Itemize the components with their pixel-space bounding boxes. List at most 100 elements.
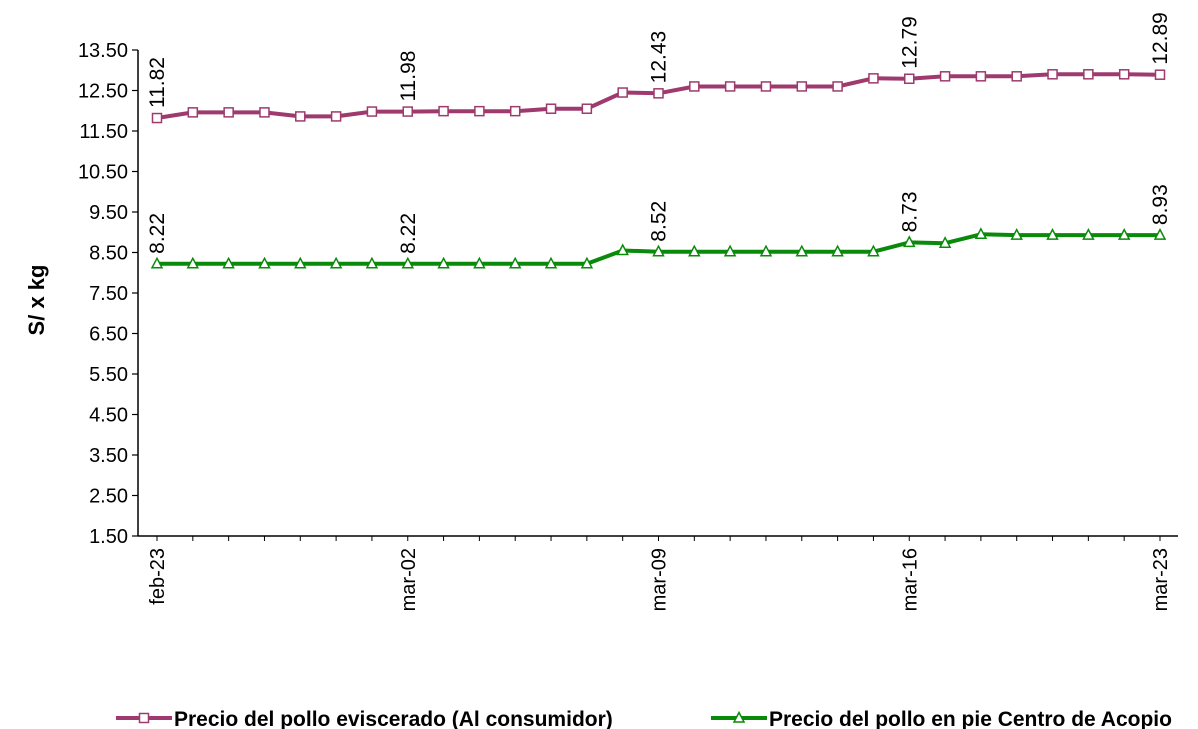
- y-tick-label: 10.50: [78, 162, 128, 184]
- data-point: [544, 256, 558, 269]
- data-point: [832, 81, 843, 92]
- data-point: [186, 256, 200, 269]
- data-point: [1082, 227, 1095, 240]
- data-point: [1118, 69, 1130, 80]
- data-point: [1047, 69, 1058, 80]
- x-tick-label: mar-02: [398, 548, 420, 611]
- data-point: [437, 256, 450, 269]
- data-label: 8.73: [898, 192, 921, 233]
- data-point: [509, 105, 521, 117]
- y-tick-label: 3.50: [89, 445, 128, 467]
- axes: [137, 50, 1178, 537]
- data-point: [617, 87, 628, 98]
- data-label: 8.22: [397, 213, 420, 254]
- legend-item-2: Precio del pollo en pie Centro de Acopio: [711, 708, 1172, 729]
- data-point: [402, 106, 413, 117]
- data-point: [187, 107, 199, 118]
- data-label: 11.82: [146, 57, 169, 108]
- data-point: [295, 111, 306, 122]
- data-point: [508, 256, 522, 269]
- data-point: [1011, 71, 1022, 82]
- y-tick-label: 9.50: [89, 202, 128, 224]
- data-point: [473, 256, 486, 269]
- data-point: [652, 244, 665, 257]
- data-label: 12.89: [1149, 12, 1172, 65]
- data-point: [974, 227, 988, 240]
- data-point: [1154, 69, 1166, 80]
- x-axis-ticks: feb-23 mar-02 mar-09 mar-16 mar-23: [147, 536, 1172, 611]
- y-tick-label: 11.50: [79, 121, 128, 143]
- data-point: [759, 244, 773, 257]
- data-point: [401, 256, 415, 269]
- legend-label: Precio del pollo en pie Centro de Acopio: [769, 708, 1172, 729]
- data-point: [795, 244, 809, 257]
- y-tick-label: 4.50: [89, 405, 128, 427]
- data-point: [366, 106, 378, 117]
- y-tick-label: 1.50: [89, 526, 128, 548]
- data-point: [222, 256, 235, 269]
- data-point: [545, 103, 557, 114]
- y-tick-label: 6.50: [89, 324, 128, 346]
- data-point: [580, 256, 594, 269]
- data-point: [259, 107, 270, 118]
- y-tick-label: 8.50: [89, 243, 128, 265]
- data-point: [724, 81, 736, 92]
- data-point: [723, 244, 737, 257]
- data-point: [1010, 227, 1023, 240]
- data-point: [903, 235, 916, 248]
- data-point: [151, 112, 163, 124]
- legend-marker: [138, 712, 150, 724]
- y-tick-label: 7.50: [89, 283, 128, 305]
- data-point: [329, 256, 343, 269]
- x-tick-label: mar-23: [1150, 548, 1172, 611]
- data-point: [867, 244, 880, 257]
- data-point: [689, 81, 700, 92]
- data-point: [831, 244, 844, 257]
- x-tick-label: mar-09: [649, 548, 671, 611]
- data-point: [653, 88, 664, 99]
- data-point: [796, 81, 808, 92]
- legend-marker: [732, 710, 746, 723]
- data-point: [1046, 227, 1059, 240]
- data-point: [474, 105, 485, 117]
- data-point: [616, 243, 629, 256]
- x-tick-label: feb-23: [147, 548, 169, 605]
- data-point: [294, 256, 307, 269]
- data-point: [975, 71, 987, 82]
- data-point: [688, 244, 701, 257]
- y-axis-ticks: 1.50 2.50 3.50 4.50 5.50 6.50 7.50 8.50 9.50 10.5…: [78, 40, 138, 548]
- data-point: [939, 71, 951, 82]
- data-label: 12.43: [648, 31, 671, 84]
- data-point: [223, 107, 234, 118]
- data-point: [330, 111, 342, 122]
- data-point: [1153, 227, 1167, 240]
- data-point: [760, 81, 772, 92]
- data-label: 8.22: [146, 213, 169, 254]
- series-1: [151, 69, 1166, 124]
- data-point: [438, 105, 449, 117]
- data-label: 8.93: [1149, 184, 1172, 225]
- y-tick-label: 5.50: [89, 364, 128, 386]
- series-2: [150, 227, 1167, 269]
- legend-item-1: Precio del pollo eviscerado (Al consumid…: [116, 708, 613, 729]
- data-point: [1117, 227, 1131, 240]
- data-label: 8.52: [648, 201, 671, 242]
- y-tick-label: 13.50: [78, 40, 128, 62]
- y-tick-label: 2.50: [89, 486, 128, 508]
- data-point: [904, 73, 915, 85]
- legend: Precio del pollo eviscerado (Al consumid…: [116, 708, 1172, 729]
- data-point: [581, 103, 593, 114]
- series-layer: [150, 69, 1167, 269]
- data-label: 11.98: [397, 51, 420, 102]
- legend-label: Precio del pollo eviscerado (Al consumid…: [174, 708, 613, 729]
- data-point: [938, 236, 952, 248]
- data-point: [868, 73, 879, 84]
- y-tick-label: 12.50: [78, 81, 128, 103]
- x-tick-label: mar-16: [899, 548, 921, 611]
- data-point: [1083, 69, 1094, 80]
- data-label: 12.79: [898, 16, 921, 69]
- data-point: [365, 256, 379, 269]
- data-labels: 11.82 11.98 12.43 12.79 12.89 8.22 8.22 8.52 8.7…: [146, 12, 1172, 254]
- y-axis-label: S/ x kg: [24, 265, 49, 336]
